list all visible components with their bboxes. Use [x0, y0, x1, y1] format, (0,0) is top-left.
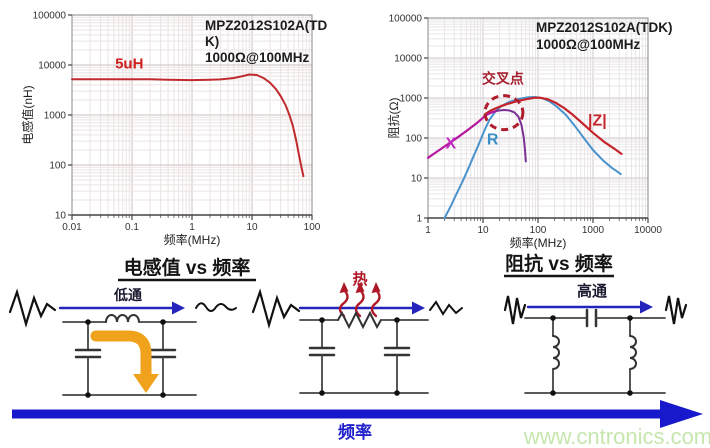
annotation-|Z|: |Z| — [588, 113, 607, 130]
chart-title: 1000Ω@100MHz — [536, 37, 641, 52]
smoothed-output-waveform — [195, 302, 237, 312]
inductor-symbol — [629, 335, 637, 370]
junction-dot — [550, 390, 556, 396]
y-tick-label: 1000 — [44, 111, 67, 122]
annotation-交叉点: 交叉点 — [482, 71, 524, 87]
x-tick-label: 100 — [304, 222, 321, 233]
resistor-symbol — [337, 310, 382, 330]
x-axis-title: 频率(MHz) — [164, 232, 221, 247]
series-R — [443, 96, 622, 219]
lowpass-label: 低通 — [113, 287, 142, 303]
chart-title: MPZ2012S102A(TDK) — [536, 20, 673, 35]
y-axis-title: 电感值(nH) — [20, 85, 35, 144]
frequency-axis-label: 频率 — [338, 422, 372, 442]
y-tick-label: 100 — [405, 134, 422, 145]
section-title-inductance: 电感值 vs 频率 — [124, 256, 251, 279]
y-tick-label: 10000 — [38, 61, 66, 72]
inductor-symbol — [105, 314, 140, 323]
junction-dot — [160, 319, 166, 325]
y-tick-label: 100 — [49, 161, 66, 172]
junction-dot — [627, 390, 633, 396]
noise-input-waveform — [251, 288, 301, 330]
annotation-5uH: 5uH — [115, 56, 143, 73]
x-tick-label: 1000 — [582, 225, 605, 236]
dissipative-circuit: 热 — [251, 270, 463, 396]
y-tick-label: 10 — [411, 174, 423, 185]
y-tick-label: 1 — [416, 214, 422, 225]
arrowhead — [355, 282, 365, 293]
y-axis-title: 阻抗(Ω) — [386, 98, 401, 139]
annotation-R: R — [487, 132, 499, 149]
junction-dot — [160, 392, 166, 398]
y-tick-label: 10 — [55, 211, 67, 222]
series-L — [71, 73, 305, 178]
y-tick-label: 1000 — [400, 94, 423, 105]
x-axis-title: 频率(MHz) — [510, 235, 567, 250]
hf-output-waveform — [664, 295, 688, 325]
lowpass-circuit: 低通 — [8, 287, 237, 398]
watermark: www.cntronics.com — [523, 424, 710, 448]
x-tick-label: 100 — [530, 225, 547, 236]
arrowhead — [412, 301, 425, 315]
junction-dot — [550, 315, 556, 321]
series-X-tail — [496, 109, 527, 163]
highpass-label: 高通 — [577, 282, 607, 300]
x-tick-label: 0.01 — [62, 222, 82, 233]
series-X — [426, 109, 499, 159]
arrowhead — [339, 282, 349, 293]
highpass-circuit: 高通 — [503, 282, 688, 396]
x-tick-label: 10 — [477, 225, 489, 236]
arrowhead — [640, 300, 653, 314]
heat-arrow — [354, 288, 365, 318]
series-Z — [484, 96, 623, 155]
heat-arrow — [370, 288, 381, 318]
heat-arrows — [338, 288, 381, 318]
arrowhead — [172, 301, 185, 315]
x-tick-label: 0.1 — [125, 222, 139, 233]
section-title-impedance: 阻抗 vs 频率 — [505, 252, 613, 275]
chart-title: MPZ2012S102A(TD — [205, 18, 328, 33]
chart-title: K) — [205, 34, 219, 49]
junction-dot — [85, 319, 91, 325]
junction-dot — [319, 390, 325, 396]
noise-shunt-arrow — [90, 330, 152, 381]
y-tick-label: 100000 — [33, 11, 67, 22]
attenuated-output-waveform — [429, 300, 463, 316]
x-tick-label: 10 — [246, 222, 258, 233]
junction-dot — [85, 392, 91, 398]
arrowhead — [371, 282, 381, 293]
noise-input-waveform — [8, 288, 57, 328]
x-tick-label: 10000 — [634, 225, 662, 236]
y-tick-label: 100000 — [389, 14, 423, 25]
crossing-point-circle — [483, 94, 525, 132]
heat-label: 热 — [352, 270, 367, 288]
y-tick-label: 10000 — [394, 54, 422, 65]
x-tick-label: 1 — [189, 222, 195, 233]
junction-dot — [627, 315, 633, 321]
inductance-frequency-chart: 0.01 0.1 1 10 100 10 100 1000 10000 100000 频率(MHz)… — [20, 11, 328, 248]
hf-input-waveform — [503, 295, 527, 325]
junction-dot — [394, 390, 400, 396]
filter-circuits-diagram: 电感值 vs 频率 阻抗 vs 频率 低通 — [8, 252, 710, 448]
inductor-symbol — [552, 335, 560, 370]
heat-arrow — [338, 288, 349, 318]
arrowhead — [133, 374, 159, 393]
impedance-frequency-chart: 1 10 100 1000 10000 1 10 100 1000 10000 100000 频率(M… — [386, 14, 673, 251]
annotation-X: X — [445, 135, 456, 152]
arrowhead — [660, 400, 703, 428]
x-tick-label: 1 — [425, 225, 431, 236]
chart-title: 1000Ω@100MHz — [205, 50, 310, 65]
junction-dot — [394, 317, 400, 323]
junction-dot — [319, 317, 325, 323]
